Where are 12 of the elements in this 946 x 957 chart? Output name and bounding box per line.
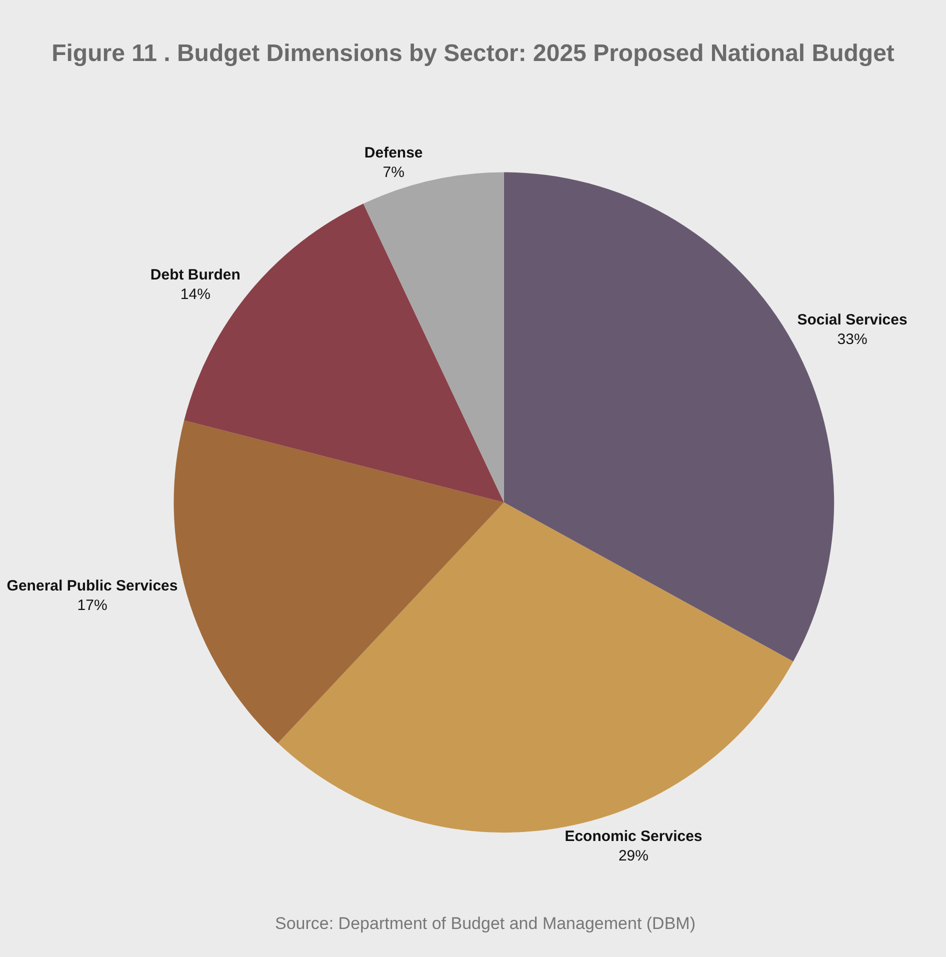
slice-label: Defense [364, 144, 423, 162]
data-label: 17% [77, 597, 108, 614]
data-label: 33% [837, 330, 868, 348]
data-label: 29% [618, 848, 648, 865]
data-label: 7% [382, 164, 404, 182]
source-note: Source: Department of Budget and Management (DBM) [275, 914, 696, 933]
data-label: 14% [180, 286, 210, 303]
slice-label: Economic Services [564, 828, 702, 846]
slice-label: Social Services [797, 311, 908, 328]
slice-label: Debt Burden [150, 266, 240, 284]
slice-label: General Public Services [6, 578, 178, 595]
chart-title: Figure 11 . Budget Dimensions by Sector: 2025 Proposed National Budget [52, 40, 894, 68]
